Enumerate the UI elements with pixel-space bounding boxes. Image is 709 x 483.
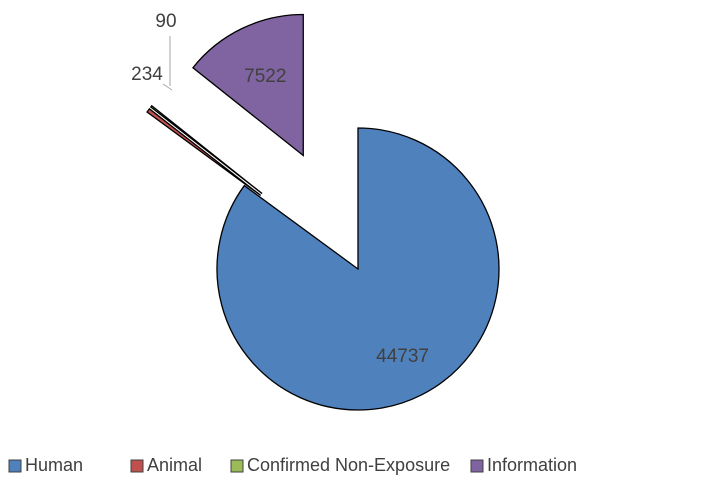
pie-slice	[149, 104, 263, 195]
legend-label: Information	[487, 455, 577, 475]
legend-swatch	[470, 459, 484, 473]
legend-label: Animal	[147, 455, 202, 475]
data-label: 44737	[376, 346, 429, 367]
pie-slice	[192, 13, 304, 157]
data-label: 7522	[244, 66, 286, 87]
pie	[146, 13, 500, 411]
data-label: 90	[155, 11, 176, 32]
legend: Human Animal Confirmed Non-Exposure Informa…	[8, 455, 577, 475]
legend-swatch	[230, 459, 244, 473]
leader-line	[162, 83, 173, 91]
data-labels: 44737 234 90 7522	[131, 11, 429, 367]
legend-label: Confirmed Non-Exposure	[247, 455, 450, 475]
legend-swatch	[130, 459, 144, 473]
legend-swatch	[8, 459, 22, 473]
data-label: 234	[131, 64, 163, 85]
legend-label: Human	[25, 455, 83, 475]
pie-slice	[216, 127, 500, 411]
pie-slice	[146, 107, 262, 196]
